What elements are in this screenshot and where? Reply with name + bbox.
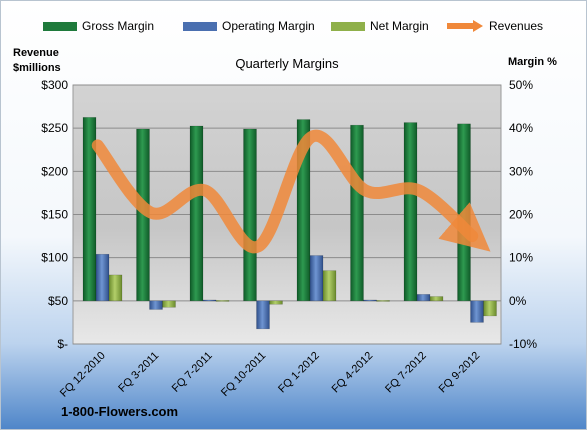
bar-operating-margin [416,294,431,302]
chart-legend: Gross Margin Operating Margin Net Margin… [1,19,587,35]
revenue-line [91,129,491,254]
legend-item-revenues: Revenues [445,19,543,33]
x-tick-label: FQ 7-2011 [170,350,215,395]
legend-item-gross-margin: Gross Margin [43,19,154,33]
y-right-tick-label: 30% [509,164,533,178]
y-left-tick-label: $150 [41,208,68,222]
bar-gross-margin [189,125,204,302]
legend-swatch-revenues [447,20,483,32]
revenue-point [150,212,152,214]
revenue-point [257,245,259,247]
revenue-point [471,235,473,237]
revenue-point [311,136,313,138]
x-tick-label: FQ 7-2012 [383,350,429,396]
x-tick-label: FQ 4-2012 [330,350,376,396]
bar-gross-margin [243,128,257,302]
x-tick-label: FQ 1-2012 [276,350,322,396]
bar-net-margin [162,300,176,308]
y-right-tick-label: 40% [509,121,533,135]
legend-swatch-operating-margin [183,22,217,31]
bar-net-margin [215,300,230,302]
bar-gross-margin [457,123,471,302]
y-left-tick-label: $100 [41,251,68,265]
bar-operating-margin [149,300,163,310]
y-right-tick-label: 10% [509,251,533,265]
y-left-tick-label: $50 [48,294,68,308]
bar-net-margin [376,300,390,302]
revenue-point [204,189,206,191]
y-left-tick-label: $300 [41,78,68,92]
x-tick-label: FQ 12-2010 [58,350,108,400]
bar-net-margin [429,296,444,302]
revenue-point [418,189,420,191]
y-right-axis-title: Margin % [508,56,557,68]
bar-net-margin [269,300,283,305]
revenue-point [364,189,366,191]
chart-title: Quarterly Margins [235,56,339,71]
bar-gross-margin [82,117,97,302]
bar-net-margin [483,300,497,317]
y-left-tick-label: $- [57,337,68,351]
bar-gross-margin [350,124,364,302]
x-tick-label: FQ 10-2011 [219,350,268,399]
bar-operating-margin [256,300,270,330]
y-right-tick-label: 50% [509,78,533,92]
x-tick-label: FQ 9-2012 [437,350,483,396]
y-left-tick-label: $250 [41,121,68,135]
y-left-axis-title-line1: Revenue [13,47,59,59]
bar-operating-margin [470,300,484,323]
legend-swatch-gross-margin [43,22,77,31]
bar-operating-margin [309,255,324,302]
bar-gross-margin [403,122,418,302]
revenue-point [97,144,99,146]
y-right-tick-label: -10% [509,337,537,351]
legend-label-net-margin: Net Margin [370,19,429,33]
source-label: 1-800-Flowers.com [61,404,179,419]
y-right-tick-label: 0% [509,294,527,308]
legend-label-operating-margin: Operating Margin [222,19,315,33]
bar-net-margin [108,274,123,302]
legend-item-operating-margin: Operating Margin [183,19,315,33]
legend-item-net-margin: Net Margin [331,19,429,33]
legend-label-revenues: Revenues [489,19,544,33]
x-tick-label: FQ 3-2011 [116,350,161,395]
bar-operating-margin [363,299,377,302]
y-left-tick-label: $200 [41,164,68,178]
legend-label-gross-margin: Gross Margin [82,19,155,33]
bar-operating-margin [95,253,110,302]
y-left-axis-title-line2: $millions [13,62,61,74]
bar-operating-margin [202,299,217,302]
y-left-axis-title: Revenue $millions [13,46,61,76]
legend-swatch-net-margin [331,22,365,31]
bar-net-margin [322,270,337,302]
y-right-tick-label: 20% [509,208,533,222]
